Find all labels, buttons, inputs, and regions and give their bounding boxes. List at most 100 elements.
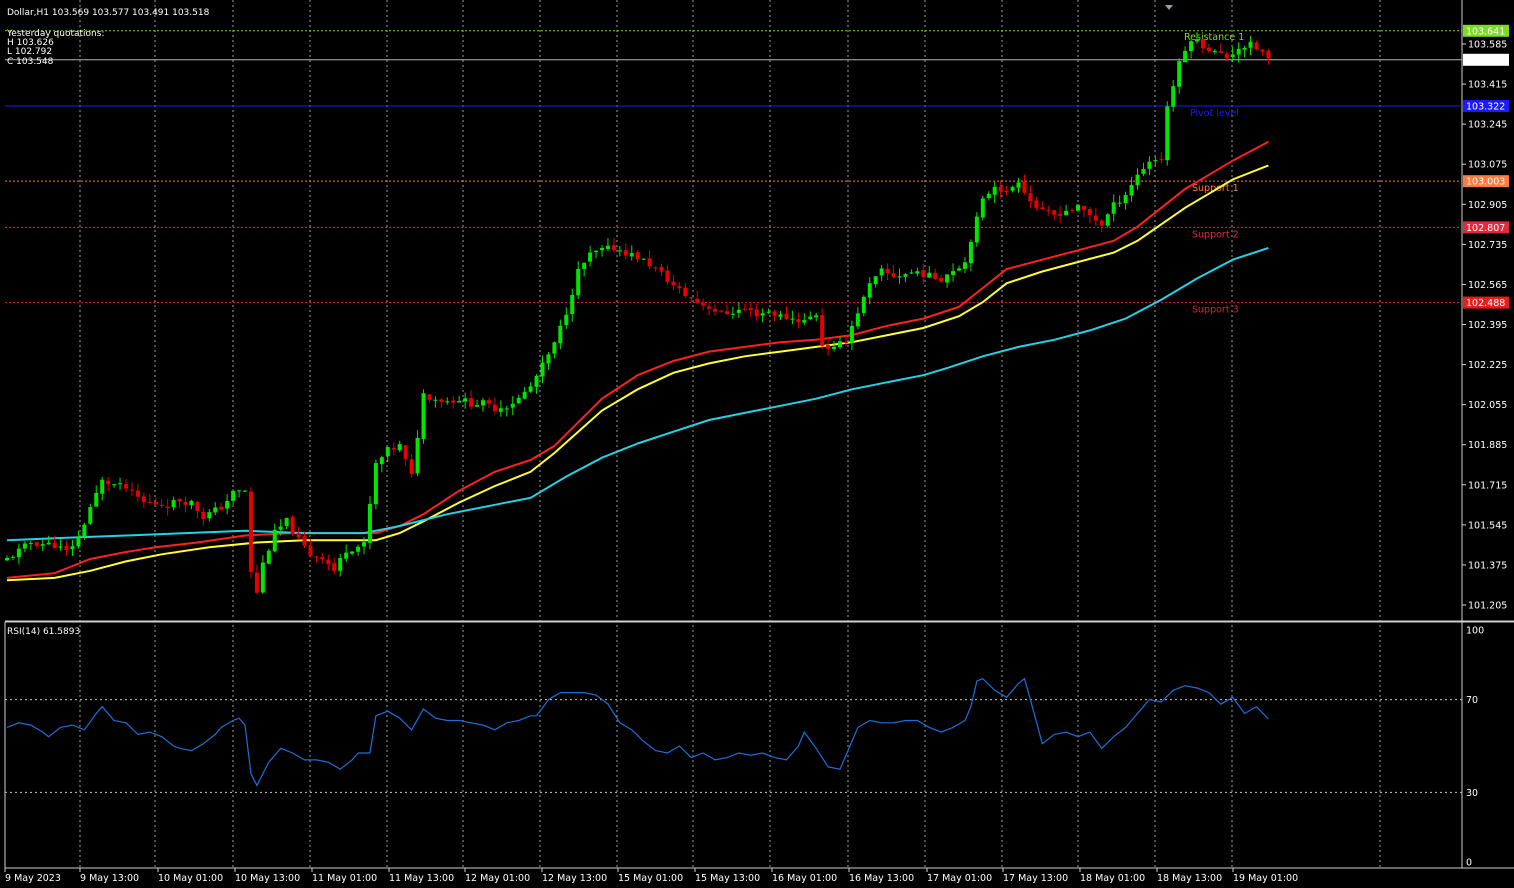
candle-body xyxy=(933,272,938,279)
candle-body xyxy=(707,306,712,309)
level-price-box xyxy=(1463,221,1509,234)
time-tick-label: 18 May 01:00 xyxy=(1080,873,1145,884)
level-price-label: 103.322 xyxy=(1466,101,1505,112)
price-tick-label: 103.075 xyxy=(1468,160,1507,171)
candle-body xyxy=(469,397,474,407)
time-tick-label: 18 May 13:00 xyxy=(1157,873,1222,884)
candle-body xyxy=(540,362,545,377)
candle-body xyxy=(207,512,212,519)
candle-body xyxy=(653,267,658,269)
current-price-box xyxy=(1463,53,1509,66)
candle-body xyxy=(748,308,753,311)
candle-body xyxy=(1010,187,1015,191)
time-tick-label: 10 May 13:00 xyxy=(235,873,300,884)
candle-body xyxy=(189,500,194,506)
candle-body xyxy=(28,542,33,544)
rsi-tick-label: 0 xyxy=(1466,858,1472,869)
candle-body xyxy=(88,507,93,524)
candle-body xyxy=(1028,193,1033,202)
candle-body xyxy=(100,479,105,494)
candle-body xyxy=(391,447,396,450)
candle-body xyxy=(165,506,170,509)
time-tick-label: 12 May 01:00 xyxy=(465,873,530,884)
candle-body xyxy=(790,318,795,320)
candle-body xyxy=(1076,204,1080,211)
candle-body xyxy=(832,346,837,350)
candle-body xyxy=(272,529,277,552)
candle-body xyxy=(290,516,295,534)
candle-body xyxy=(439,399,444,403)
candle-body xyxy=(873,276,878,285)
candle-body xyxy=(94,492,99,507)
candle-body xyxy=(451,400,456,403)
axes: 103.585 103.415 103.245 103.075 102.905 102.7… xyxy=(4,40,1507,884)
candle-body xyxy=(772,311,777,316)
candle-body xyxy=(1189,41,1194,52)
candle-body xyxy=(52,542,57,548)
candle-body xyxy=(879,268,884,276)
yesterday-low: L 102.792 xyxy=(7,47,52,57)
candle-body xyxy=(641,258,646,260)
candle-body xyxy=(177,498,182,502)
candle-body xyxy=(861,296,866,314)
candle-body xyxy=(183,501,188,505)
candle-body xyxy=(1064,210,1069,216)
candle-body xyxy=(153,502,158,505)
level-price-box xyxy=(1463,175,1509,188)
symbol-header: Dollar,H1 103.569 103.577 103.491 103.51… xyxy=(7,8,210,18)
candle-body xyxy=(1034,200,1039,208)
price-tick-label: 103.415 xyxy=(1468,80,1507,91)
candle-body xyxy=(510,403,515,408)
candle-body xyxy=(504,408,509,410)
price-tick-label: 101.375 xyxy=(1468,560,1507,571)
candle-body xyxy=(1200,39,1205,49)
candle-body xyxy=(683,287,688,297)
candle-body xyxy=(784,313,789,320)
price-levels: Resistance 1 103.641 Pivot level 103.322 Sup… xyxy=(5,5,1509,316)
candle-body xyxy=(695,298,700,303)
candle-body xyxy=(58,546,63,548)
candle-body xyxy=(730,313,735,315)
candle-body xyxy=(528,386,533,392)
candle-body xyxy=(778,314,783,317)
candle-body xyxy=(677,286,682,289)
price-tick-label: 102.225 xyxy=(1468,360,1507,371)
candle-body xyxy=(213,507,218,513)
candle-body xyxy=(647,258,652,267)
price-tick-label: 102.735 xyxy=(1468,240,1507,251)
candle-body xyxy=(1147,161,1152,169)
candle-body xyxy=(486,400,491,404)
candle-body xyxy=(409,459,414,475)
candle-body xyxy=(373,463,378,505)
candle-body xyxy=(1171,86,1176,107)
candle-body xyxy=(129,489,134,491)
candle-body xyxy=(1117,202,1122,204)
price-tick-label: 102.055 xyxy=(1468,400,1507,411)
candle-body xyxy=(594,250,599,253)
level-price-label: 102.807 xyxy=(1466,223,1505,234)
candle-body xyxy=(195,501,200,512)
rsi-tick-label: 30 xyxy=(1466,788,1478,799)
candle-body xyxy=(1236,48,1241,55)
candle-body xyxy=(1195,39,1199,42)
candle-body xyxy=(724,311,729,314)
candle-body xyxy=(546,354,551,364)
candle-body xyxy=(5,557,9,561)
candle-body xyxy=(403,445,408,460)
candle-body xyxy=(1159,159,1164,161)
candle-body xyxy=(397,444,402,451)
shift-marker-icon[interactable] xyxy=(1165,5,1173,10)
candle-body xyxy=(1123,195,1128,204)
candle-body xyxy=(147,501,152,503)
candle-body xyxy=(588,252,593,262)
candle-body xyxy=(76,536,81,547)
level-price-box xyxy=(1463,296,1509,309)
candle-body xyxy=(582,262,587,270)
candle-body xyxy=(1242,47,1247,50)
candle-body xyxy=(992,186,997,195)
candle-body xyxy=(231,490,236,501)
candle-body xyxy=(826,345,831,349)
candle-body xyxy=(558,325,563,344)
